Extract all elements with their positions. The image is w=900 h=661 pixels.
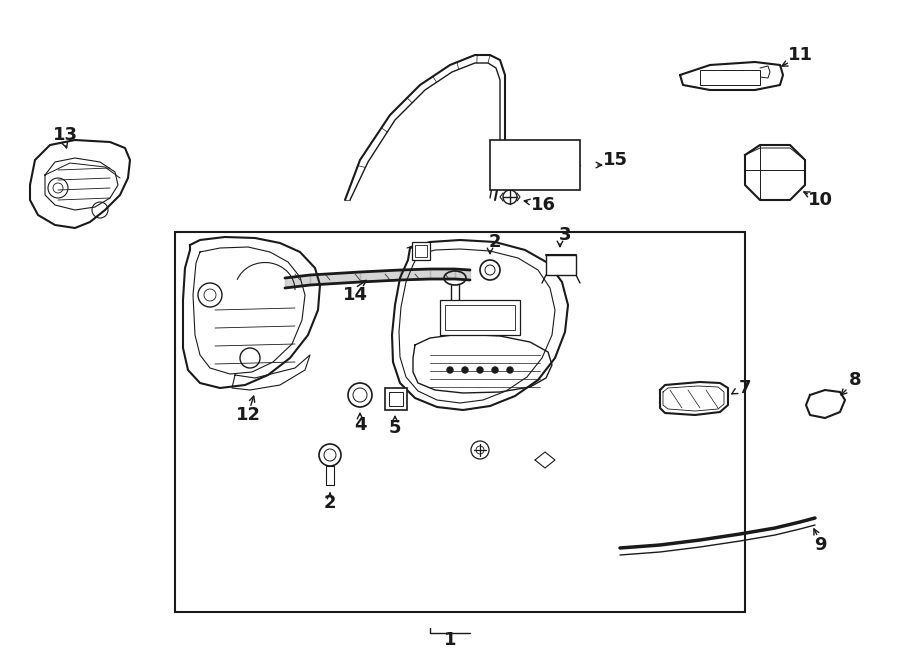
Text: 11: 11 bbox=[788, 46, 813, 64]
Bar bbox=[490, 140, 580, 190]
Bar bbox=[546, 255, 576, 275]
Text: 6: 6 bbox=[444, 316, 456, 334]
Circle shape bbox=[507, 367, 513, 373]
Text: 3: 3 bbox=[559, 226, 572, 244]
Text: 1: 1 bbox=[444, 631, 456, 649]
Text: 2: 2 bbox=[489, 233, 501, 251]
Text: 15: 15 bbox=[602, 151, 627, 169]
Circle shape bbox=[447, 367, 453, 373]
Text: 9: 9 bbox=[814, 536, 826, 554]
Bar bbox=[440, 300, 520, 335]
Circle shape bbox=[462, 367, 468, 373]
Text: 16: 16 bbox=[530, 196, 555, 214]
Circle shape bbox=[492, 367, 498, 373]
Bar bbox=[415, 245, 427, 257]
Text: 2: 2 bbox=[324, 494, 337, 512]
Text: 5: 5 bbox=[389, 419, 401, 437]
Bar bbox=[175, 232, 745, 612]
Text: 14: 14 bbox=[343, 286, 367, 304]
Bar bbox=[700, 70, 760, 85]
Bar bbox=[412, 242, 430, 260]
Text: 8: 8 bbox=[849, 371, 861, 389]
Text: 4: 4 bbox=[354, 416, 366, 434]
Text: 10: 10 bbox=[807, 191, 833, 209]
Bar bbox=[445, 305, 515, 330]
Text: 13: 13 bbox=[52, 126, 77, 144]
Text: 7: 7 bbox=[739, 379, 752, 397]
Bar bbox=[389, 392, 403, 406]
Text: 12: 12 bbox=[236, 406, 260, 424]
Bar bbox=[385, 388, 407, 410]
Circle shape bbox=[477, 367, 483, 373]
